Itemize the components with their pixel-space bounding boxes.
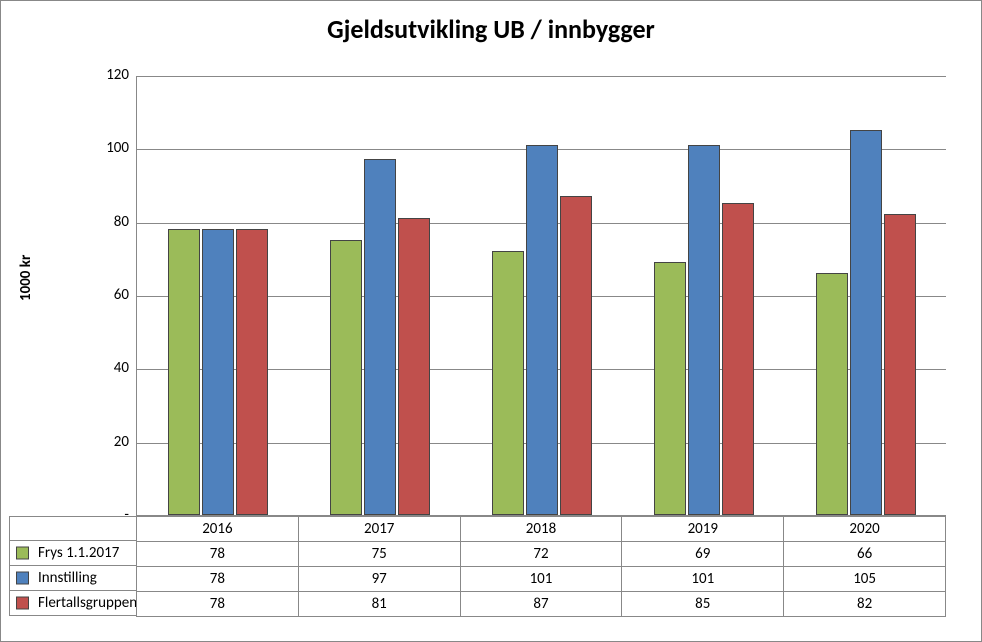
table-cell: 81	[298, 592, 460, 617]
y-tick-label: 20	[89, 433, 129, 451]
legend-row-header: Flertallsgruppen	[9, 591, 136, 616]
table-cell: 82	[784, 592, 946, 617]
legend-row-header: Frys 1.1.2017	[9, 541, 136, 566]
table-corner-cell	[9, 516, 136, 541]
y-tick-label: 40	[89, 359, 129, 377]
legend-row-headers: Frys 1.1.2017 Innstilling Flertallsgruppen	[9, 516, 136, 616]
bar	[722, 203, 754, 515]
bar	[398, 218, 430, 515]
y-tick-label: 60	[89, 286, 129, 304]
table-cell: 66	[784, 542, 946, 567]
legend-swatch	[16, 597, 29, 610]
table-cell: 97	[298, 567, 460, 592]
bar	[560, 196, 592, 515]
bar	[330, 240, 362, 515]
bar	[816, 273, 848, 515]
table-category-header: 2020	[784, 517, 946, 542]
bar	[492, 251, 524, 515]
table-cell: 72	[460, 542, 622, 567]
table-cell: 78	[137, 567, 299, 592]
bar	[884, 214, 916, 515]
data-table: 2016201720182019202078757269667897101101…	[136, 516, 946, 617]
table-row: 7881878582	[137, 592, 946, 617]
table-row: 7875726966	[137, 542, 946, 567]
legend-swatch	[16, 572, 29, 585]
table-cell: 85	[622, 592, 784, 617]
table-cell: 101	[460, 567, 622, 592]
y-tick-label: 100	[89, 139, 129, 157]
legend-label: Frys 1.1.2017	[38, 544, 119, 562]
table-cell: 87	[460, 592, 622, 617]
bar	[202, 229, 234, 515]
table-cell: 75	[298, 542, 460, 567]
table-cell: 78	[137, 592, 299, 617]
legend-label: Innstilling	[38, 569, 97, 587]
table-category-header: 2016	[137, 517, 299, 542]
table-category-header: 2017	[298, 517, 460, 542]
bar	[688, 145, 720, 515]
bar	[654, 262, 686, 515]
bar	[850, 130, 882, 515]
table-category-header: 2018	[460, 517, 622, 542]
bar	[236, 229, 268, 515]
plot-area	[136, 76, 946, 516]
legend-row-header: Innstilling	[9, 566, 136, 591]
bar	[526, 145, 558, 515]
table-cell: 78	[137, 542, 299, 567]
table-row: 7897101101105	[137, 567, 946, 592]
y-tick-label: 80	[89, 213, 129, 231]
table-cell: 105	[784, 567, 946, 592]
table-cell: 101	[622, 567, 784, 592]
chart-frame: Gjeldsutvikling UB / innbygger 1000 kr -…	[0, 0, 982, 642]
bar	[168, 229, 200, 515]
table-category-header: 2019	[622, 517, 784, 542]
bar	[364, 159, 396, 515]
table-header-row: 20162017201820192020	[137, 517, 946, 542]
gridline	[137, 76, 946, 77]
legend-swatch	[16, 547, 29, 560]
chart-title: Gjeldsutvikling UB / innbygger	[1, 13, 981, 45]
y-axis-label: 1000 kr	[17, 255, 35, 301]
legend-label: Flertallsgruppen	[38, 594, 137, 612]
y-tick-label: 120	[89, 66, 129, 84]
table-cell: 69	[622, 542, 784, 567]
